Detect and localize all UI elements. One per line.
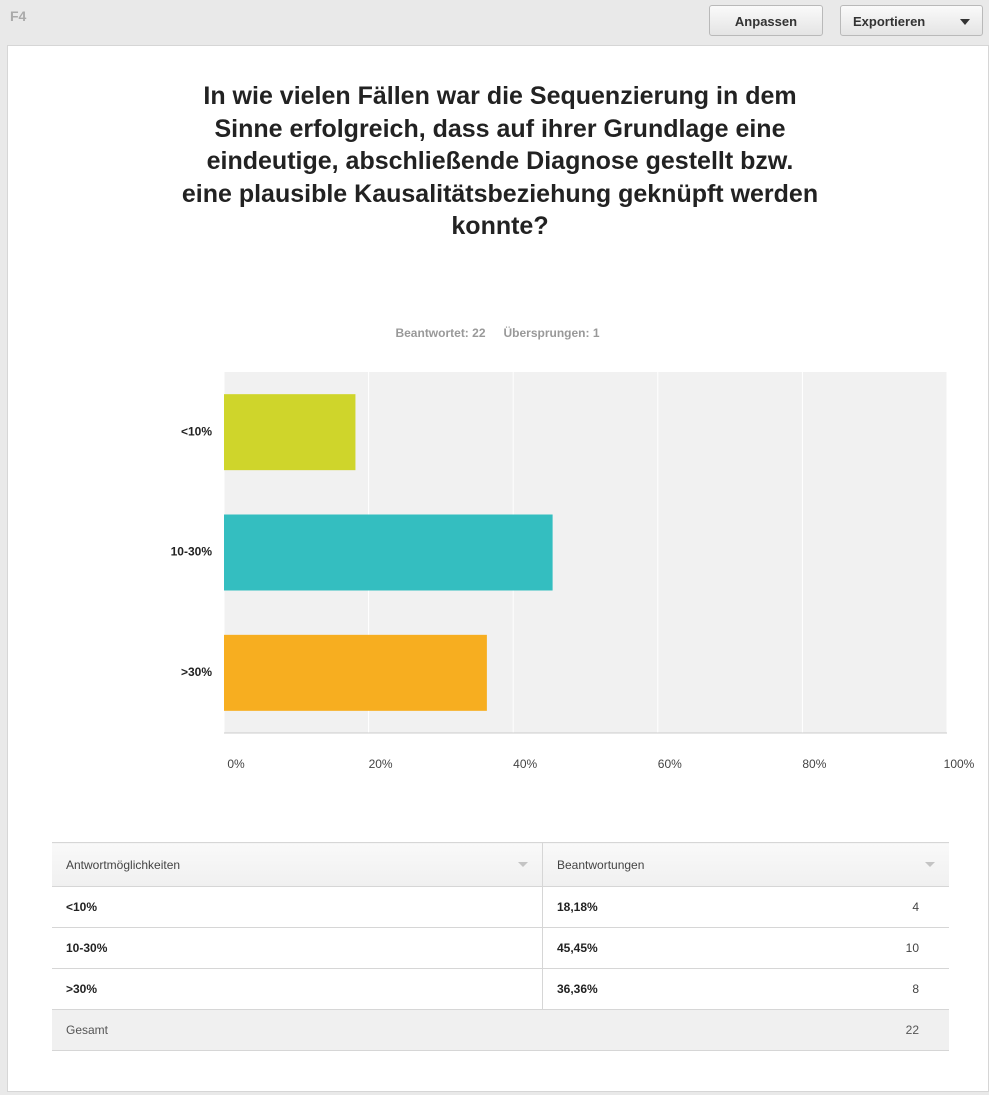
button-label: Exportieren [853, 14, 926, 29]
chart-title: In wie vielen Fällen war die Sequenzieru… [181, 82, 819, 240]
bar [224, 514, 553, 591]
x-tick-label: 80% [802, 757, 826, 771]
total-label: Gesamt [52, 1009, 765, 1051]
answered: Beantwortet: 22 [395, 326, 486, 340]
skipped: Übersprungen: 1 [503, 326, 600, 340]
column-title: Antwortmöglichkeiten [66, 857, 181, 872]
y-tick-label: 10-30% [171, 545, 213, 559]
x-tick-label: 0% [227, 757, 245, 771]
results-table: Antwortmöglichkeiten Beantwortungen <10% 18… [52, 842, 949, 1051]
total-row: Gesamt 22 [52, 1009, 949, 1051]
count: 8 [764, 968, 949, 1010]
percentage: 36,36% [542, 968, 765, 1010]
sort-icon [518, 861, 528, 867]
column-header[interactable]: Antwortmöglichkeiten [52, 842, 543, 887]
percentage: 45,45% [542, 927, 765, 969]
table-row: <10% 18,18% 4 [52, 886, 949, 928]
percentage: 18,18% [542, 886, 765, 928]
export-button[interactable]: Exportieren [840, 5, 983, 36]
customize-button[interactable]: Anpassen [709, 5, 823, 36]
column-title: Beantwortungen [557, 857, 645, 872]
x-tick-label: 20% [369, 757, 393, 771]
answer-option: >30% [52, 968, 543, 1010]
y-tick-label: <10% [181, 424, 212, 438]
table-row: >30% 36,36% 8 [52, 968, 949, 1010]
total-count: 22 [764, 1009, 949, 1051]
dropdown-icon [960, 19, 970, 25]
bar [224, 634, 487, 711]
table-row: 10-30% 45,45% 10 [52, 927, 949, 969]
answer-option: 10-30% [52, 927, 543, 969]
chart: 0% 20% 40% 60% 80% 100% <10% 10-30% >30% [171, 372, 975, 771]
question-label: F4 [10, 8, 27, 24]
bar [224, 394, 356, 471]
y-tick-label: >30% [181, 665, 212, 679]
summary: Beantwortet: 22 Übersprungen: 1 [0, 326, 989, 340]
x-tick-label: 100% [944, 757, 975, 771]
x-tick-label: 60% [658, 757, 682, 771]
column-header[interactable]: Beantwortungen [542, 842, 949, 887]
sort-icon [925, 861, 935, 867]
table-header: Antwortmöglichkeiten Beantwortungen [52, 842, 949, 887]
count: 4 [764, 886, 949, 928]
answer-option: <10% [52, 886, 543, 928]
x-tick-label: 40% [513, 757, 537, 771]
button-label: Anpassen [734, 14, 798, 29]
count: 10 [764, 927, 949, 969]
